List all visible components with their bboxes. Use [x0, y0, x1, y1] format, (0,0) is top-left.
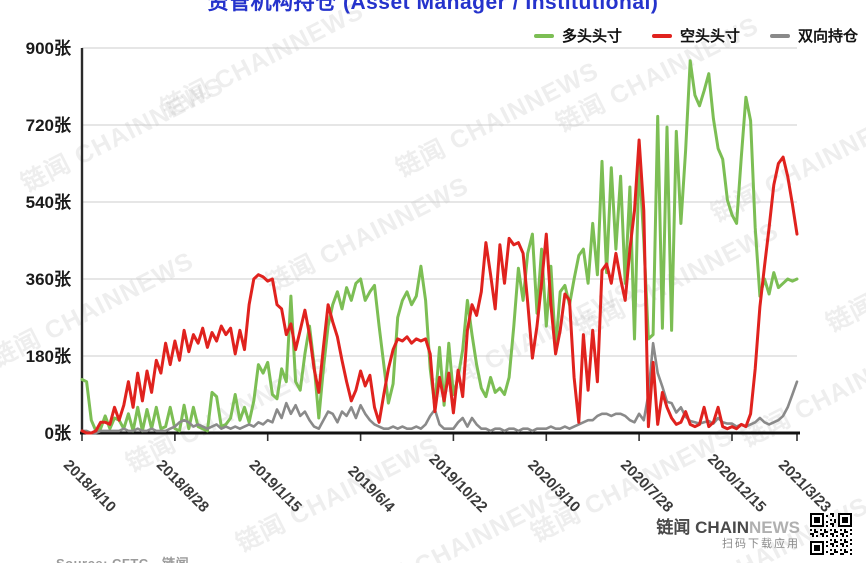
y-tick-label: 180张 [26, 347, 72, 366]
series-line-0 [80, 59, 799, 433]
brand-tagline: 扫码下载应用 [722, 537, 800, 550]
x-tick-label: 2020/3/10 [524, 457, 583, 516]
legend-label-long: 多头头寸 [561, 28, 622, 45]
y-tick-label: 900张 [26, 39, 72, 58]
qr-code [810, 513, 852, 555]
y-tick-label: 720张 [26, 116, 72, 135]
series-line-2 [80, 341, 799, 435]
x-tick-label: 2018/8/28 [153, 457, 212, 516]
series-line-1 [80, 138, 799, 435]
legend-label-short: 空头头寸 [679, 28, 740, 45]
legend-item-short[interactable]: 空头头寸 [651, 25, 740, 46]
chart-title: 资管机构持仓 (Asset Manager / Institutional) [207, 0, 659, 14]
brand-en-bold: CHAIN [695, 517, 749, 537]
brand-name: 链闻 CHAINNEWS [656, 517, 800, 538]
source-note: Source: CFTC、链闻 [56, 553, 189, 563]
x-tick-label: 2019/1/15 [246, 457, 305, 516]
x-tick-label: 2019/6/4 [344, 463, 398, 517]
legend-item-long[interactable]: 多头头寸 [533, 25, 622, 46]
x-tick-label: 2020/7/28 [617, 457, 676, 516]
brand-footer: 链闻 CHAINNEWS 扫码下载应用 [656, 513, 852, 555]
legend-swatch-long [533, 33, 554, 38]
brand-cn: 链闻 [656, 517, 691, 537]
brand-text: 链闻 CHAINNEWS 扫码下载应用 [656, 517, 800, 552]
legend-label-dual: 双向持仓 [797, 28, 858, 45]
y-tick-label: 0张 [45, 424, 72, 443]
x-tick-label: 2020/12/15 [704, 451, 769, 516]
legend: 多头头寸 空头头寸 双向持仓 [533, 25, 858, 46]
y-tick-label: 540张 [26, 193, 72, 212]
legend-swatch-short [651, 33, 672, 38]
brand-en-light: NEWS [749, 517, 800, 537]
x-tick-label: 2018/4/10 [60, 457, 119, 516]
x-tick-label: 2019/10/22 [425, 451, 490, 516]
y-tick-label: 360张 [26, 270, 72, 289]
x-tick-label: 2021/3/23 [775, 457, 834, 516]
legend-item-dual[interactable]: 双向持仓 [769, 25, 858, 46]
legend-swatch-dual [769, 33, 790, 38]
